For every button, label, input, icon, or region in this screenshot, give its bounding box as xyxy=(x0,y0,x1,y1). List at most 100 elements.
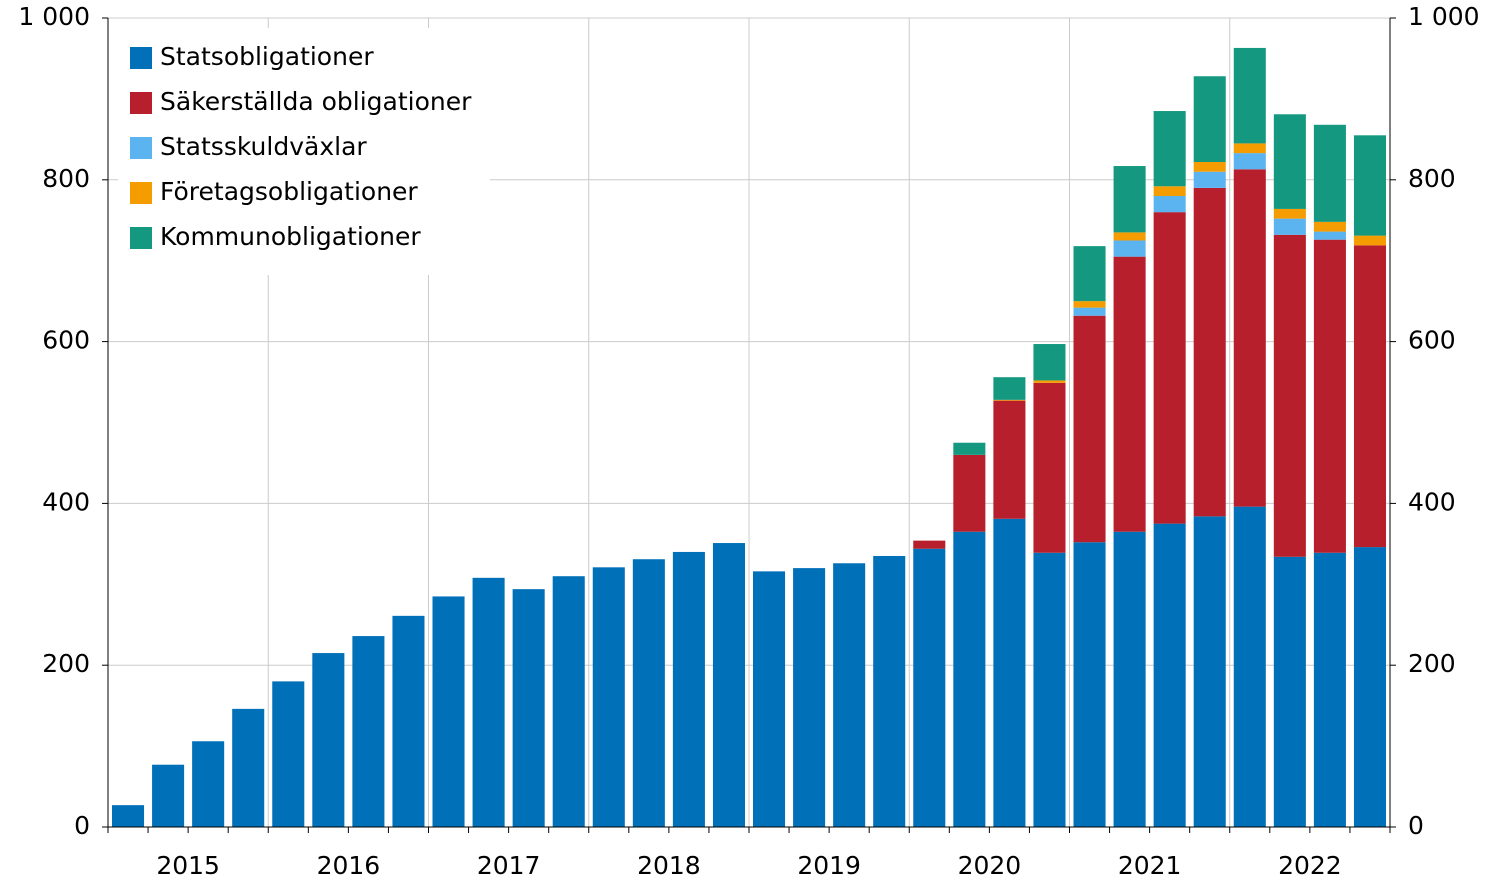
bar-segment xyxy=(1033,344,1066,381)
legend-swatch xyxy=(130,227,152,249)
bar-segment xyxy=(1073,315,1106,543)
bar-segment xyxy=(833,563,866,827)
y2-tick-label: 1 000 xyxy=(1408,2,1480,31)
bar-segment xyxy=(1313,239,1346,553)
legend-label: Statsobligationer xyxy=(160,42,374,71)
bar-segment xyxy=(1073,301,1106,308)
bar-segment xyxy=(1113,256,1146,532)
y2-tick-label: 800 xyxy=(1408,164,1456,193)
bar-segment xyxy=(1193,162,1226,172)
bar-segment xyxy=(1033,552,1066,827)
bar-segment xyxy=(1313,231,1346,240)
x-tick-label: 2016 xyxy=(317,851,381,880)
bar-segment xyxy=(753,571,786,827)
bar-segment xyxy=(1233,506,1266,827)
bar-segment xyxy=(1033,382,1066,553)
bar-segment xyxy=(1233,47,1266,144)
x-tick-label: 2021 xyxy=(1118,851,1182,880)
bar-segment xyxy=(1073,307,1106,316)
bar-segment xyxy=(1353,547,1386,827)
bar-segment xyxy=(672,551,705,827)
bar-segment xyxy=(993,377,1026,400)
legend-label: Säkerställda obligationer xyxy=(160,87,472,116)
bar-segment xyxy=(1233,153,1266,170)
bar-segment xyxy=(1153,186,1186,196)
y2-tick-label: 600 xyxy=(1408,326,1456,355)
bar-segment xyxy=(1273,234,1306,557)
bar-segment xyxy=(112,805,145,827)
bar-segment xyxy=(873,555,906,827)
legend-swatch xyxy=(130,137,152,159)
y-tick-label: 200 xyxy=(42,649,90,678)
x-tick-label: 2015 xyxy=(156,851,220,880)
bar-segment xyxy=(993,400,1026,519)
bar-segment xyxy=(1153,195,1186,213)
bar-segment xyxy=(1233,169,1266,507)
bar-segment xyxy=(1073,542,1106,827)
y-tick-label: 1 000 xyxy=(18,2,90,31)
bar-segment xyxy=(1153,212,1186,524)
bar-segment xyxy=(712,543,745,827)
bar-segment xyxy=(953,442,986,455)
bar-segment xyxy=(1193,76,1226,163)
legend-label: Statsskuldväxlar xyxy=(160,132,367,161)
bar-segment xyxy=(1353,135,1386,236)
y-tick-label: 800 xyxy=(42,164,90,193)
legend-swatch xyxy=(130,92,152,114)
y2-tick-label: 400 xyxy=(1408,487,1456,516)
bar-segment xyxy=(592,567,625,827)
bar-segment xyxy=(1193,171,1226,188)
bar-segment xyxy=(1273,556,1306,827)
y-tick-label: 600 xyxy=(42,326,90,355)
bar-segment xyxy=(953,531,986,827)
bar-segment xyxy=(152,764,185,827)
y-tick-label: 400 xyxy=(42,487,90,516)
bar-segment xyxy=(1113,240,1146,257)
bar-segment xyxy=(272,681,305,827)
legend-swatch xyxy=(130,182,152,204)
bar-segment xyxy=(1073,246,1106,302)
bar-segment xyxy=(432,596,465,827)
x-tick-label: 2020 xyxy=(958,851,1022,880)
bar-segment xyxy=(1193,187,1226,517)
bar-segment xyxy=(1233,143,1266,154)
bar-segment xyxy=(552,576,585,827)
bar-segment xyxy=(232,708,265,827)
bar-segment xyxy=(472,577,505,827)
bar-segment xyxy=(1273,114,1306,209)
bar-segment xyxy=(993,518,1026,827)
y2-tick-label: 200 xyxy=(1408,649,1456,678)
bar-segment xyxy=(1353,245,1386,548)
bar-segment xyxy=(793,568,826,827)
legend-label: Kommunobligationer xyxy=(160,222,421,251)
bar-segment xyxy=(1313,552,1346,827)
bar-segment xyxy=(953,454,986,532)
bar-segment xyxy=(913,540,946,549)
bar-segment xyxy=(1033,380,1066,383)
bar-segment xyxy=(1273,208,1306,219)
x-tick-label: 2019 xyxy=(797,851,861,880)
bar-segment xyxy=(512,589,545,827)
legend-background xyxy=(118,28,490,275)
y2-tick-label: 0 xyxy=(1408,811,1424,840)
bar-segment xyxy=(1153,111,1186,187)
x-tick-label: 2022 xyxy=(1278,851,1342,880)
bar-segment xyxy=(1113,166,1146,233)
bar-segment xyxy=(993,399,1026,401)
bar-segment xyxy=(913,548,946,827)
bar-segment xyxy=(1113,531,1146,827)
bar-segment xyxy=(1193,516,1226,827)
bar-segment xyxy=(392,615,425,827)
bar-segment xyxy=(192,741,225,827)
y-tick-label: 0 xyxy=(74,811,90,840)
legend-label: Företagsobligationer xyxy=(160,177,418,206)
x-tick-label: 2017 xyxy=(477,851,541,880)
bar-segment xyxy=(352,636,385,827)
bar-segment xyxy=(1353,235,1386,246)
bar-segment xyxy=(1113,232,1146,241)
bar-segment xyxy=(1313,124,1346,222)
bar-segment xyxy=(632,559,665,827)
bar-segment xyxy=(1153,523,1186,827)
bar-segment xyxy=(1273,218,1306,235)
